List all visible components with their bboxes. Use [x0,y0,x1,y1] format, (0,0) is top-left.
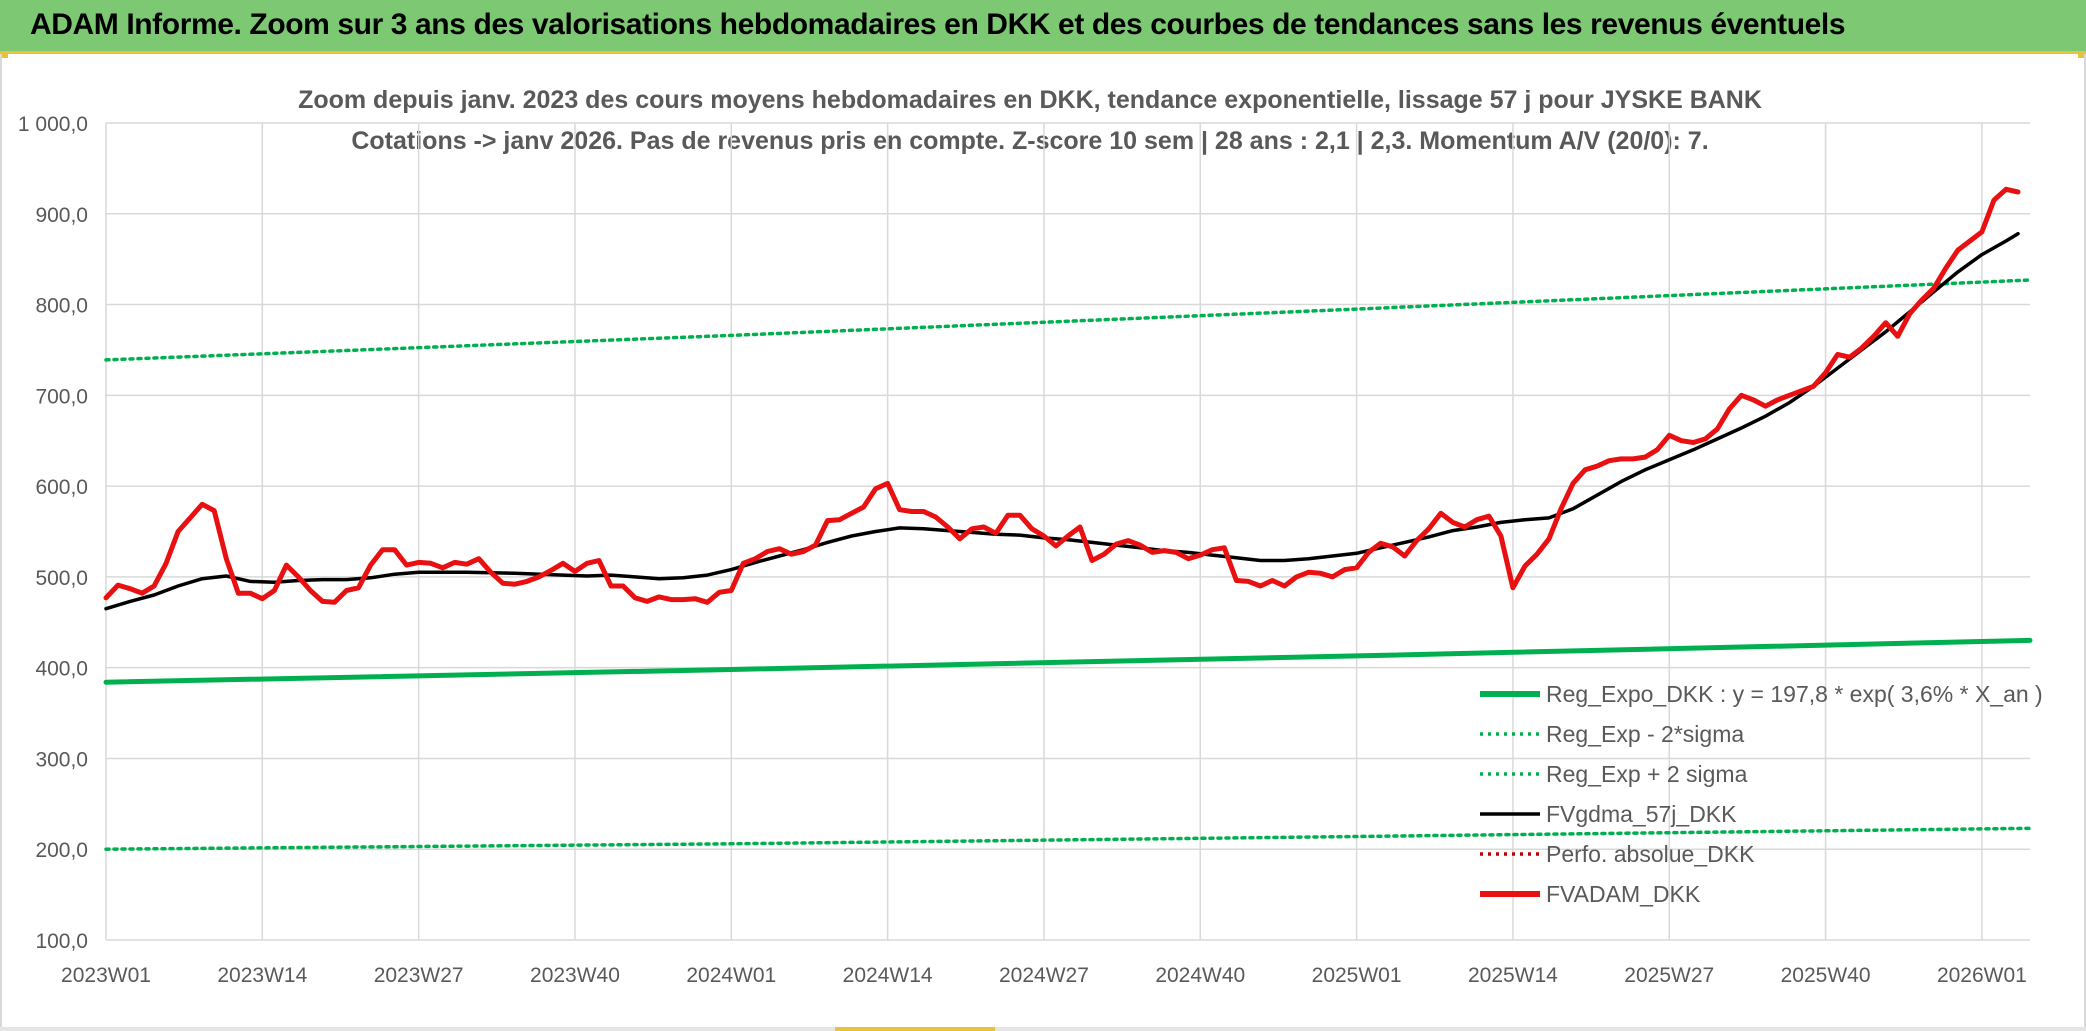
frame-corner-right [2078,54,2086,58]
legend-swatch [1480,812,1540,816]
chart-title-line1: Zoom depuis janv. 2023 des cours moyens … [298,86,1762,114]
legend-swatch [1480,691,1540,697]
x-tick-label: 2023W01 [61,964,151,987]
series-line-5 [103,186,2021,605]
y-tick-label: 200,0 [35,839,88,862]
x-tick-label: 2023W27 [374,964,464,987]
x-tick-label: 2026W01 [1937,964,2027,987]
y-tick-label: 700,0 [35,385,88,408]
x-tick-label: 2025W14 [1468,964,1558,987]
series-line-2 [104,278,2032,362]
legend-label: FVADAM_DKK [1546,881,1701,907]
x-tick-label: 2024W14 [843,964,933,987]
x-tick-label: 2023W40 [530,964,620,987]
x-tick-label: 2025W40 [1781,964,1871,987]
y-tick-label: 500,0 [35,567,88,590]
legend-item: Reg_Exp + 2 sigma [1478,758,2078,798]
series-line-1 [104,826,2032,851]
legend-item: FVADAM_DKK [1478,878,2078,918]
x-tick-label: 2025W01 [1312,964,1402,987]
series-line-0 [103,637,2033,685]
legend-swatch [1480,891,1540,897]
legend-item: Reg_Exp - 2*sigma [1478,718,2078,758]
legend-label: Reg_Expo_DKK : y = 197,8 * exp( 3,6% * X… [1546,681,2043,707]
series-line-3 [104,231,2020,611]
legend-label: Perfo. absolue_DKK [1546,841,1755,867]
report-title: ADAM Informe. Zoom sur 3 ans des valoris… [30,8,1846,41]
y-tick-label: 1 000,0 [18,113,88,136]
y-tick-label: 800,0 [35,295,88,318]
chart-legend: Reg_Expo_DKK : y = 197,8 * exp( 3,6% * X… [1478,678,2078,918]
chart-frame [0,54,2086,1031]
x-tick-label: 2024W01 [686,964,776,987]
legend-item: FVgdma_57j_DKK [1478,798,2078,838]
y-tick-label: 300,0 [35,748,88,771]
legend-label: Reg_Exp - 2*sigma [1546,721,1745,747]
x-tick-label: 2025W27 [1624,964,1714,987]
x-tick-label: 2023W14 [217,964,307,987]
legend-swatch [1480,852,1540,856]
legend-swatch [1480,732,1540,736]
legend-swatch [1480,772,1540,776]
legend-item: Reg_Expo_DKK : y = 197,8 * exp( 3,6% * X… [1478,678,2078,718]
legend-label: Reg_Exp + 2 sigma [1546,761,1748,787]
frame-bottom-edge [0,1027,2086,1031]
y-tick-label: 600,0 [35,476,88,499]
y-tick-label: 400,0 [35,658,88,681]
frame-bottom-highlight [835,1027,995,1031]
y-tick-label: 900,0 [35,204,88,227]
report-banner: ADAM Informe. Zoom sur 3 ans des valoris… [0,0,2086,54]
frame-corner-left [0,54,8,58]
x-tick-label: 2024W40 [1155,964,1245,987]
chart-title-line2: Cotations -> janv 2026. Pas de revenus p… [351,127,1709,155]
legend-item: Perfo. absolue_DKK [1478,838,2078,878]
legend-label: FVgdma_57j_DKK [1546,801,1737,827]
x-tick-label: 2024W27 [999,964,1089,987]
y-tick-label: 100,0 [35,930,88,953]
